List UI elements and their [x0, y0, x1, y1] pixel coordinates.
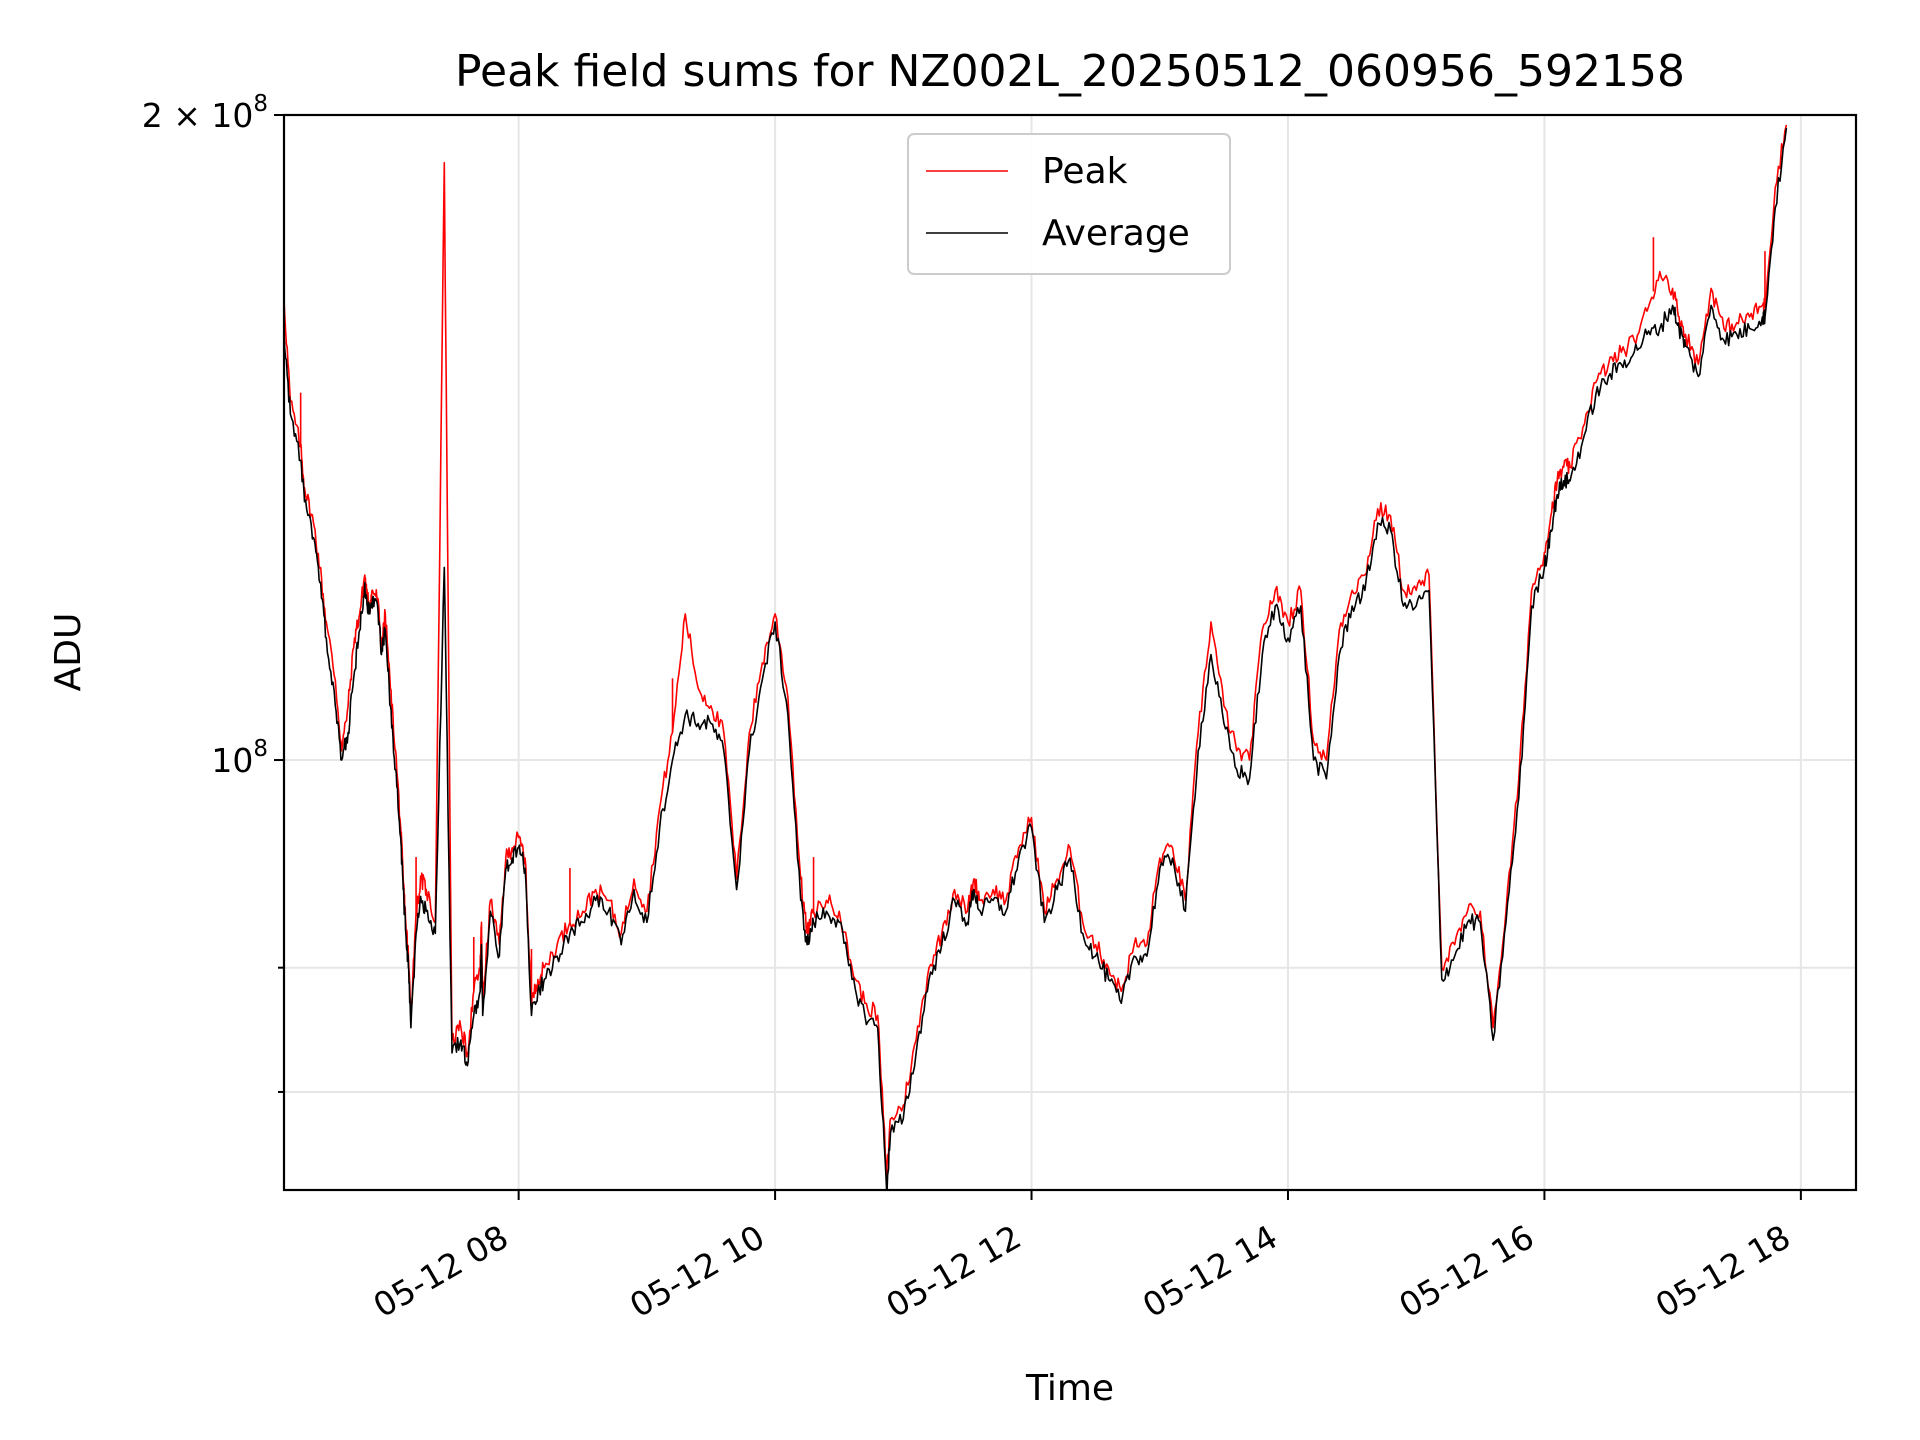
grid-layer: [284, 114, 1856, 1190]
x-tick-label: 05-12 10: [623, 1217, 771, 1325]
y-tick-exponent: 8: [253, 91, 268, 117]
chart-title: Peak field sums for NZ002L_20250512_0609…: [455, 46, 1685, 97]
y-tick-exponent: 8: [253, 736, 268, 762]
legend-average-label: Average: [1042, 213, 1190, 254]
series-layer: [284, 124, 1788, 1190]
series-average-line: [284, 127, 1788, 1190]
x-tick-label: 05-12 14: [1136, 1217, 1284, 1325]
x-tick-label: 05-12 18: [1649, 1217, 1797, 1325]
x-tick-label: 05-12 12: [880, 1217, 1028, 1325]
y-tick-label: 2 × 108: [142, 91, 268, 135]
legend-box: [907, 133, 1231, 275]
y-tick-label: 108: [211, 736, 268, 780]
series-peak-line: [284, 124, 1788, 1177]
x-tick-label: 05-12 08: [367, 1217, 515, 1325]
plot-frame: [282, 113, 1858, 1192]
x-tick-label: 05-12 16: [1392, 1217, 1540, 1325]
y-tick-base: 2 × 10: [142, 96, 254, 135]
y-axis-label: ADU: [48, 613, 89, 692]
legend: Peak Average: [907, 133, 1231, 275]
y-tick-base: 10: [211, 741, 253, 780]
x-axis-label: Time: [1025, 1368, 1114, 1409]
x-axis-ticks: 05-12 08 05-12 10 05-12 12 05-12 14 05-12 16…: [367, 1190, 1802, 1325]
legend-peak-label: Peak: [1042, 151, 1128, 192]
